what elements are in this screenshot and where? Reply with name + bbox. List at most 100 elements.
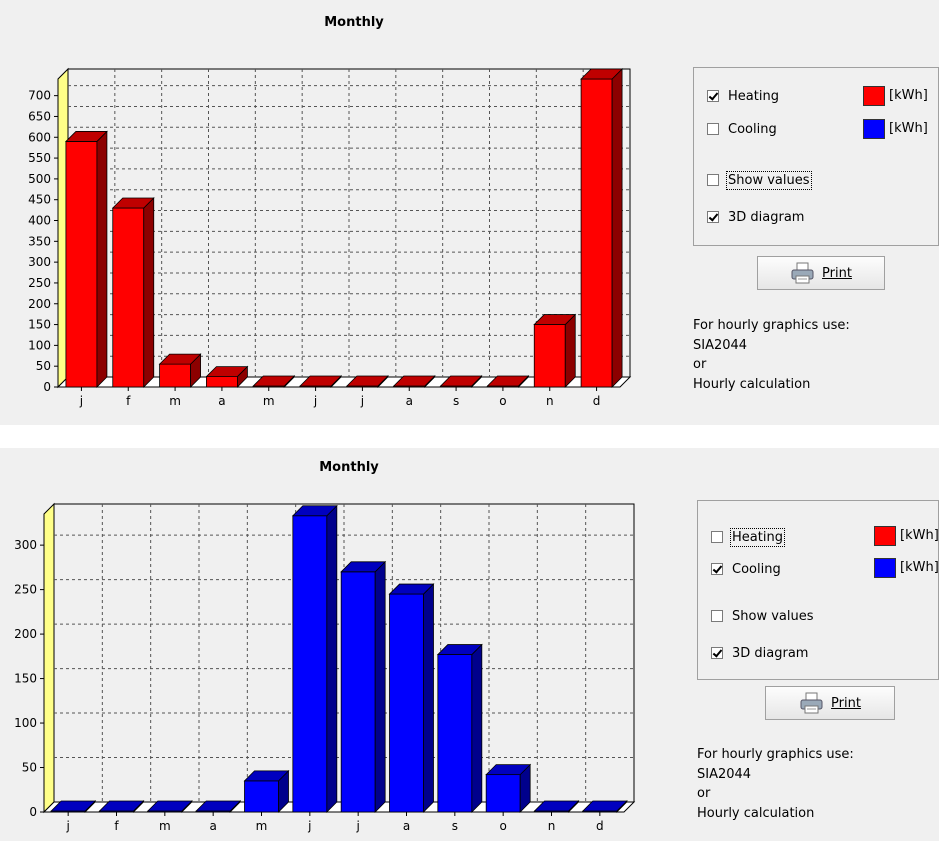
- x-tick-label: m: [256, 819, 268, 833]
- x-tick-label: j: [355, 819, 359, 833]
- bar-side: [96, 130, 108, 388]
- 3d-diagram-checkbox[interactable]: 3D diagram: [707, 208, 804, 226]
- cooling-unit: [kWh]: [900, 560, 939, 575]
- bar-front: [65, 141, 98, 388]
- chart-bar: [581, 800, 628, 813]
- chart-bar: [345, 375, 389, 388]
- chart-bar: [205, 365, 249, 388]
- bar-side: [564, 313, 576, 388]
- bar-front: [437, 654, 473, 813]
- heating-label: Heating: [728, 88, 779, 104]
- x-tick-label: s: [452, 819, 458, 833]
- show-values-check[interactable]: [711, 610, 723, 622]
- bar-side: [326, 504, 338, 813]
- cooling-unit: [kWh]: [889, 121, 928, 136]
- bar-front: [112, 207, 145, 388]
- bar-top: [533, 314, 577, 325]
- bar-top: [195, 800, 242, 812]
- chart-bar: [146, 800, 193, 813]
- y-tick-label: 400: [28, 214, 51, 228]
- chart-bar: [392, 375, 436, 388]
- chart-bar: [340, 560, 387, 813]
- cooling-chart: Monthly 0 50 100 150 200 250 300 j f m a m j j a s o n d: [14, 460, 636, 833]
- y-tick-label: 0: [43, 380, 51, 394]
- bar-top: [98, 800, 145, 812]
- bar-front: [533, 324, 566, 388]
- x-tick-label: d: [596, 819, 604, 833]
- heating-unit: [kWh]: [900, 528, 939, 543]
- 3d-diagram-checkbox[interactable]: 3D diagram: [711, 644, 808, 662]
- heating-check[interactable]: [707, 90, 719, 102]
- hourly-info: For hourly graphics use: SIA2044 or Hour…: [697, 745, 854, 823]
- cooling-checkbox[interactable]: Cooling: [707, 120, 777, 138]
- info-line: Hourly calculation: [693, 376, 811, 392]
- y-tick-label: 100: [14, 716, 37, 730]
- y-tick-label: 250: [14, 583, 37, 597]
- bar-top: [64, 131, 108, 142]
- bar-top: [340, 561, 387, 573]
- x-tick-label: f: [126, 394, 131, 408]
- x-tick-label: n: [546, 394, 554, 408]
- chart-bar: [252, 375, 296, 388]
- heating-checkbox[interactable]: Heating: [707, 87, 779, 105]
- 3d-diagram-check[interactable]: [711, 647, 723, 659]
- chart-bar: [299, 375, 343, 388]
- heating-unit: [kWh]: [889, 88, 928, 103]
- bar-top: [580, 68, 624, 80]
- x-tick-label: o: [499, 394, 506, 408]
- cooling-check[interactable]: [711, 563, 723, 575]
- y-tick-label: 550: [28, 151, 51, 165]
- heating-check[interactable]: [711, 531, 723, 543]
- cooling-color-swatch[interactable]: [874, 558, 896, 578]
- chart-bar: [98, 800, 145, 813]
- info-line: SIA2044: [697, 766, 752, 782]
- heating-color-swatch[interactable]: [874, 526, 896, 546]
- y-tick-label: 500: [28, 172, 51, 186]
- 3d-diagram-check[interactable]: [707, 211, 719, 223]
- x-tick-label: a: [209, 819, 216, 833]
- chart-title: Monthly: [319, 460, 379, 475]
- heating-chart-panel: Monthly 0 50 100 150 200 250 300 350 400 450 500 550…: [0, 0, 939, 425]
- cooling-color-swatch[interactable]: [863, 119, 885, 139]
- bar-top: [50, 800, 97, 812]
- info-line: or: [697, 786, 711, 801]
- show-values-check[interactable]: [707, 174, 719, 186]
- show-values-checkbox[interactable]: Show values: [711, 607, 814, 625]
- print-label: Print: [831, 695, 861, 711]
- y-tick-label: 600: [28, 130, 51, 144]
- bar-side: [611, 68, 623, 388]
- print-button[interactable]: Print: [765, 686, 895, 720]
- cooling-chart-panel: Monthly 0 50 100 150 200 250 300 j f m a m j j a s o n d He…: [0, 448, 939, 841]
- series-options-box: Heating [kWh] Cooling [kWh] Show values …: [693, 67, 939, 246]
- cooling-checkbox[interactable]: Cooling: [711, 560, 781, 578]
- print-label: Print: [822, 265, 852, 281]
- 3d-diagram-label: 3D diagram: [728, 209, 805, 225]
- heating-color-swatch[interactable]: [863, 86, 885, 106]
- chart-bar: [580, 68, 624, 388]
- cooling-check[interactable]: [707, 123, 719, 135]
- info-line: For hourly graphics use:: [693, 318, 850, 333]
- x-tick-label: m: [169, 394, 181, 408]
- chart-bar: [195, 800, 242, 813]
- bar-top: [345, 375, 389, 387]
- bar-front: [340, 571, 376, 813]
- chart-bar: [486, 375, 530, 388]
- show-values-checkbox[interactable]: Show values: [707, 170, 812, 190]
- heating-checkbox[interactable]: Heating: [711, 527, 785, 547]
- chart-bar: [436, 643, 483, 813]
- print-button[interactable]: Print: [757, 256, 885, 290]
- chart-bar: [64, 130, 108, 388]
- y-tick-label: 350: [28, 234, 51, 248]
- y-tick-label: 100: [28, 338, 51, 352]
- chart-bar: [485, 763, 532, 813]
- x-tick-label: n: [548, 819, 556, 833]
- info-line: Hourly calculation: [697, 805, 815, 821]
- x-tick-label: d: [593, 394, 601, 408]
- x-tick-label: j: [360, 394, 364, 408]
- bar-top: [299, 375, 343, 387]
- chart-bar: [533, 800, 580, 813]
- bar-top: [291, 505, 338, 517]
- x-tick-label: j: [307, 819, 311, 833]
- heating-label: Heating: [730, 527, 785, 547]
- bar-side: [143, 197, 155, 388]
